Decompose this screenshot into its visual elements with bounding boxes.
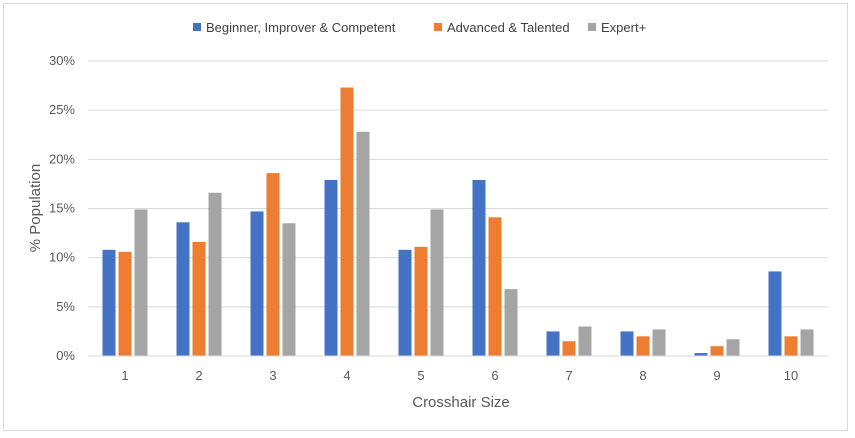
y-axis-title: % Population bbox=[27, 164, 44, 252]
bar-1-cat-3 bbox=[250, 211, 264, 356]
bar-2-cat-4 bbox=[340, 87, 354, 357]
x-tick-label: 7 bbox=[565, 368, 572, 383]
y-tick-label: 20% bbox=[49, 151, 75, 166]
bar-2-cat-10 bbox=[784, 336, 798, 356]
bar-2-cat-3 bbox=[266, 173, 280, 356]
y-axis-ticks: 0% 5% 10% 15% 20% 25% 30% bbox=[49, 53, 75, 363]
x-tick-label: 5 bbox=[417, 368, 424, 383]
x-tick-label: 4 bbox=[343, 368, 350, 383]
bar-2-cat-5 bbox=[414, 246, 428, 356]
legend-label: Advanced & Talented bbox=[447, 20, 570, 35]
y-tick-label: 25% bbox=[49, 102, 75, 117]
bar-1-cat-9 bbox=[694, 353, 708, 356]
bar-2-cat-8 bbox=[636, 336, 650, 356]
x-axis-ticks: 1 2 3 4 5 6 7 8 9 10 bbox=[121, 368, 798, 383]
legend-label: Beginner, Improver & Competent bbox=[206, 20, 396, 35]
x-tick-label: 8 bbox=[639, 368, 646, 383]
bar-3-cat-7 bbox=[578, 326, 592, 356]
bar-1-cat-7 bbox=[546, 331, 560, 356]
bar-2-cat-1 bbox=[118, 251, 132, 356]
bar-3-cat-6 bbox=[504, 289, 518, 356]
bar-2-cat-7 bbox=[562, 341, 576, 356]
y-tick-label: 10% bbox=[49, 250, 75, 265]
x-tick-label: 3 bbox=[269, 368, 276, 383]
bar-1-cat-10 bbox=[768, 271, 782, 356]
bar-2-cat-2 bbox=[192, 241, 206, 356]
x-tick-label: 10 bbox=[784, 368, 798, 383]
x-axis-title: Crosshair Size bbox=[412, 394, 510, 411]
legend-swatch bbox=[588, 23, 596, 31]
bar-1-cat-5 bbox=[398, 249, 412, 356]
bar-3-cat-10 bbox=[800, 329, 814, 356]
bar-3-cat-5 bbox=[430, 209, 444, 356]
legend: Beginner, Improver & Competent Advanced &… bbox=[193, 20, 646, 35]
legend-label: Expert+ bbox=[601, 20, 646, 35]
bar-3-cat-4 bbox=[356, 131, 370, 356]
legend-swatch bbox=[434, 23, 442, 31]
y-tick-label: 0% bbox=[56, 348, 75, 363]
bar-1-cat-2 bbox=[176, 222, 190, 356]
x-tick-label: 9 bbox=[713, 368, 720, 383]
bar-3-cat-1 bbox=[134, 209, 148, 356]
bar-2-cat-9 bbox=[710, 346, 724, 356]
bars bbox=[102, 87, 814, 357]
legend-swatch bbox=[193, 23, 201, 31]
x-tick-label: 6 bbox=[491, 368, 498, 383]
y-tick-label: 30% bbox=[49, 53, 75, 68]
bar-3-cat-8 bbox=[652, 329, 666, 356]
y-tick-label: 15% bbox=[49, 201, 75, 216]
bar-3-cat-2 bbox=[208, 192, 222, 356]
bar-1-cat-8 bbox=[620, 331, 634, 356]
bar-1-cat-4 bbox=[324, 179, 338, 356]
x-tick-label: 1 bbox=[121, 368, 128, 383]
bar-1-cat-1 bbox=[102, 249, 116, 356]
bar-1-cat-6 bbox=[472, 179, 486, 356]
bar-3-cat-3 bbox=[282, 223, 296, 356]
x-tick-label: 2 bbox=[195, 368, 202, 383]
bar-3-cat-9 bbox=[726, 339, 740, 356]
y-tick-label: 5% bbox=[56, 299, 75, 314]
bar-2-cat-6 bbox=[488, 217, 502, 356]
